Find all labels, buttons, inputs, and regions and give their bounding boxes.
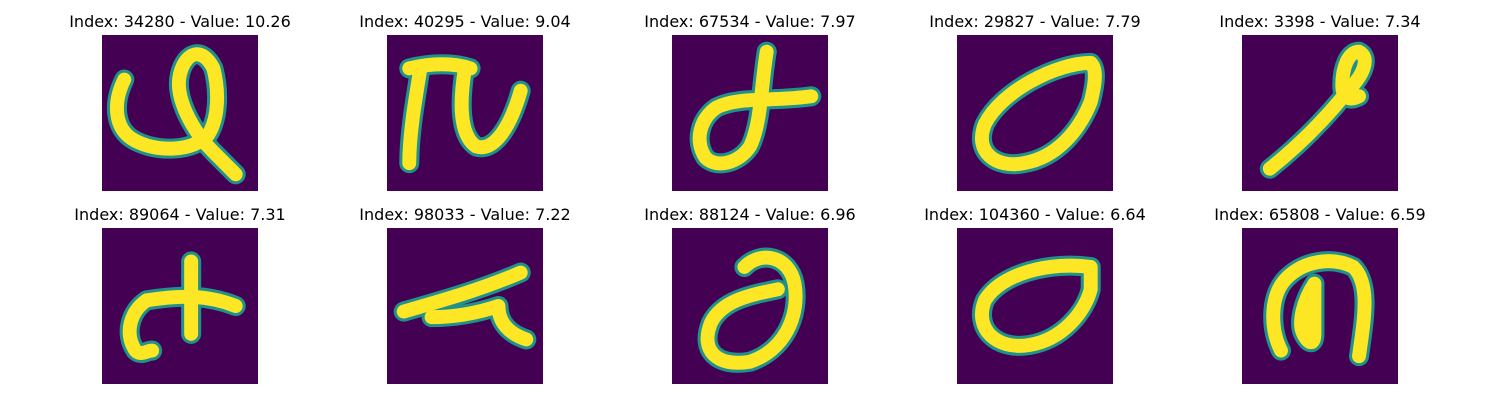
panel-title: Index: 40295 - Value: 9.04 xyxy=(359,12,571,31)
glyph-crossed-loop xyxy=(672,35,828,191)
handwritten-glyph-image xyxy=(672,228,828,384)
panel-title: Index: 29827 - Value: 7.79 xyxy=(929,12,1141,31)
handwritten-glyph-image xyxy=(387,35,543,191)
panel-title: Index: 67534 - Value: 7.97 xyxy=(644,12,856,31)
handwritten-glyph-image xyxy=(957,35,1113,191)
handwritten-glyph-image xyxy=(102,35,258,191)
handwritten-glyph-image xyxy=(387,228,543,384)
glyph-n-loop xyxy=(1242,228,1398,384)
glyph-plus-with-tail xyxy=(102,228,258,384)
glyph-flat-stroke-hook xyxy=(387,228,543,384)
handwritten-glyph-image xyxy=(102,228,258,384)
glyph-diagonal-loop xyxy=(1242,35,1398,191)
glyph-looped-swoosh xyxy=(102,35,258,191)
panel-title: Index: 65808 - Value: 6.59 xyxy=(1214,205,1426,224)
panel-title: Index: 88124 - Value: 6.96 xyxy=(644,205,856,224)
panel-title: Index: 98033 - Value: 7.22 xyxy=(359,205,571,224)
panel-title: Index: 89064 - Value: 7.31 xyxy=(74,205,286,224)
handwritten-glyph-image xyxy=(672,35,828,191)
glyph-tilted-oval xyxy=(957,35,1113,191)
handwritten-glyph-image xyxy=(957,228,1113,384)
handwritten-glyph-image xyxy=(1242,35,1398,191)
panel-title: Index: 3398 - Value: 7.34 xyxy=(1219,12,1421,31)
panel-title: Index: 34280 - Value: 10.26 xyxy=(69,12,291,31)
glyph-wide-oval xyxy=(957,228,1113,384)
panel-title: Index: 104360 - Value: 6.64 xyxy=(924,205,1146,224)
handwritten-glyph-image xyxy=(1242,228,1398,384)
glyph-curled-loop xyxy=(672,228,828,384)
glyph-pi-like-stroke xyxy=(387,35,543,191)
